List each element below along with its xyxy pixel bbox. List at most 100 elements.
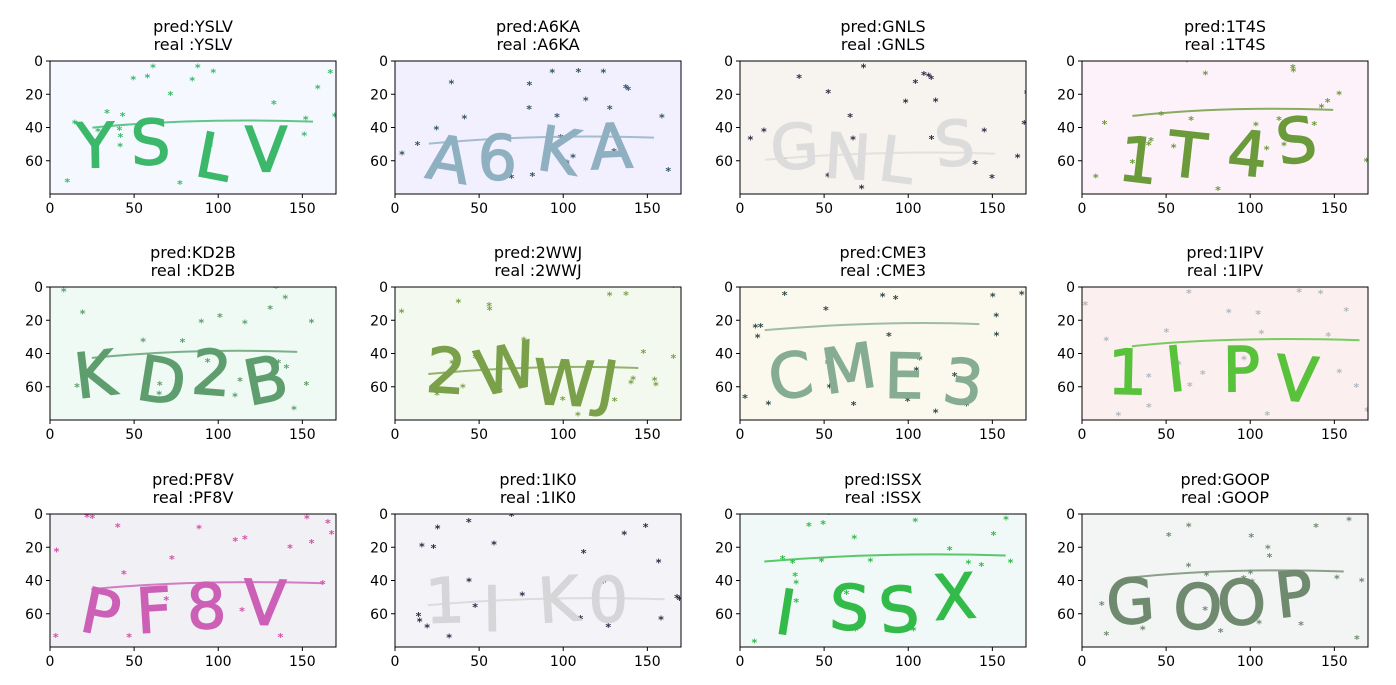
noise-speck: * [570, 151, 576, 164]
noise-speck: * [89, 512, 95, 525]
interference-line [1131, 338, 1360, 348]
noise-speck: * [455, 297, 461, 310]
x-tick-label: 150 [289, 427, 316, 443]
noise-speck: * [917, 354, 923, 367]
noise-speck: * [217, 311, 223, 324]
noise-speck: * [928, 73, 934, 86]
noise-speck: * [1319, 101, 1325, 114]
panel-title-real: real :2WWJ [494, 261, 581, 280]
x-tick-label: 50 [1157, 201, 1175, 217]
noise-speck: * [545, 393, 551, 406]
noise-speck: * [674, 592, 680, 605]
y-tick-label: 60 [370, 380, 388, 396]
x-tick-label: 150 [289, 201, 316, 217]
y-tick-label: 60 [25, 380, 43, 396]
x-tick-label: 50 [1157, 654, 1175, 670]
noise-speck: * [315, 83, 321, 96]
noise-speck: * [1346, 515, 1352, 528]
captcha-background [395, 61, 681, 194]
x-tick-label: 100 [550, 427, 577, 443]
noise-speck: * [601, 576, 607, 589]
y-tick-label: 40 [1057, 121, 1075, 137]
interference-line [91, 349, 298, 359]
captcha-background [1082, 514, 1368, 647]
noise-speck: * [1186, 561, 1192, 574]
y-tick-label: 40 [370, 574, 388, 590]
captcha-char: O [1213, 564, 1270, 642]
noise-speck: * [232, 535, 238, 548]
noise-speck: * [912, 515, 918, 528]
noise-speck: * [449, 358, 455, 371]
noise-speck: * [549, 66, 555, 79]
noise-speck: * [859, 345, 865, 358]
noise-speck: * [332, 110, 338, 123]
noise-speck: * [1248, 531, 1254, 544]
noise-speck: * [575, 66, 581, 79]
y-tick-label: 0 [34, 54, 43, 70]
x-tick-label: 150 [1321, 201, 1348, 217]
captcha-background [395, 287, 681, 420]
noise-speck: * [1248, 567, 1254, 580]
noise-speck: * [304, 513, 310, 526]
x-tick-label: 0 [736, 201, 745, 217]
noise-speck: * [658, 613, 664, 626]
x-tick-label: 50 [125, 427, 143, 443]
noise-speck: * [742, 392, 748, 405]
noise-speck: * [893, 293, 899, 306]
y-tick-label: 40 [370, 347, 388, 363]
noise-speck: * [508, 357, 514, 370]
noise-speck: * [487, 304, 493, 317]
panel-title-pred: pred:ISSX [844, 470, 922, 489]
noise-speck: * [1186, 520, 1192, 533]
x-tick-label: 150 [634, 427, 661, 443]
captcha-char: P [1271, 556, 1316, 633]
panel-title-real: real :GNLS [841, 35, 925, 54]
noise-speck: * [990, 290, 996, 303]
noise-speck: * [1296, 286, 1302, 299]
noise-speck: * [607, 289, 613, 302]
x-tick-label: 0 [1078, 427, 1087, 443]
noise-speck: * [1158, 109, 1164, 122]
noise-speck: * [196, 522, 202, 535]
captcha-char: W [532, 346, 597, 422]
noise-speck: * [325, 517, 331, 530]
noise-speck: * [169, 553, 175, 566]
x-tick-label: 50 [815, 427, 833, 443]
noise-speck: * [491, 538, 497, 551]
panel-title-pred: pred:1T4S [1184, 17, 1266, 36]
captcha-char: S [130, 105, 172, 179]
noise-speck: * [446, 632, 452, 645]
noise-speck: * [752, 322, 758, 335]
captcha-char: K [536, 562, 583, 638]
noise-speck: * [327, 67, 333, 80]
panel-title-pred: pred:A6KA [496, 17, 580, 36]
noise-speck: * [1186, 287, 1192, 300]
noise-speck: * [903, 96, 909, 109]
y-tick-label: 20 [25, 87, 43, 103]
noise-speck: * [1354, 381, 1360, 394]
noise-speck: * [509, 510, 515, 523]
noise-speck: * [61, 285, 67, 298]
noise-speck: * [74, 381, 80, 394]
y-tick-label: 60 [370, 607, 388, 623]
noise-speck: * [271, 98, 277, 111]
noise-speck: * [554, 111, 560, 124]
noise-speck: * [913, 77, 919, 90]
noise-speck: * [104, 107, 110, 120]
interference-line [1132, 107, 1334, 117]
noise-speck: * [64, 176, 70, 189]
x-tick-label: 50 [815, 654, 833, 670]
noise-speck: * [1264, 409, 1270, 422]
noise-speck: * [1171, 141, 1177, 154]
y-tick-label: 60 [25, 607, 43, 623]
y-tick-label: 0 [34, 280, 43, 296]
noise-speck: * [883, 587, 889, 600]
noise-speck: * [415, 139, 421, 152]
noise-speck: * [1188, 114, 1194, 127]
captcha-background [50, 287, 336, 420]
interference-line [91, 581, 324, 591]
noise-speck: * [781, 155, 787, 168]
captcha-image: ********* ** * ******** ****G OO P [1082, 514, 1368, 647]
